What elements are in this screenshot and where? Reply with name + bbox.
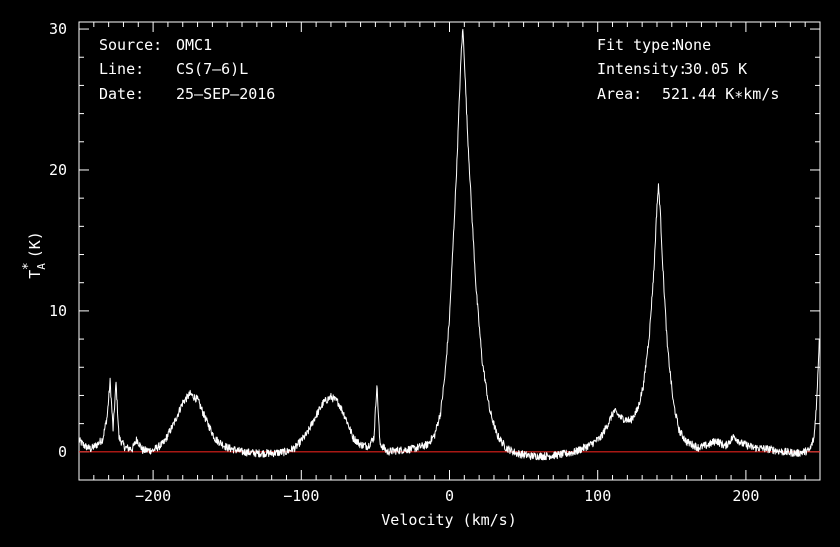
svg-text:TA*(K): TA* (K) bbox=[21, 231, 48, 279]
info-date-value: 25–SEP–2016 bbox=[176, 85, 275, 103]
y-axis-title: TA* (K) bbox=[21, 231, 48, 279]
y-axis-title-subscript: A bbox=[35, 263, 48, 270]
info-source-value: OMC1 bbox=[176, 36, 212, 54]
info-left: Source: OMC1 Line: CS(7–6)L Date: 25–SEP… bbox=[99, 36, 275, 103]
spectrum-series bbox=[78, 28, 820, 461]
x-tick-label: −200 bbox=[135, 487, 171, 505]
y-axis-title-superscript: * bbox=[21, 262, 36, 270]
y-tick-label: 0 bbox=[58, 443, 67, 461]
y-axis-title-main: T bbox=[26, 270, 44, 279]
info-fit-value: None bbox=[675, 36, 711, 54]
x-tick-label: 200 bbox=[732, 487, 759, 505]
y-tick-label: 30 bbox=[49, 20, 67, 38]
info-intensity-value: 30.05 K bbox=[684, 60, 747, 78]
info-area-value: 521.44 K∗km/s bbox=[662, 85, 779, 103]
info-area-label: Area: bbox=[597, 85, 642, 103]
x-axis-title: Velocity (km/s) bbox=[381, 511, 516, 529]
spectrum-line bbox=[78, 28, 820, 461]
y-axis-title-unit: (K) bbox=[26, 231, 44, 258]
y-tick-label: 10 bbox=[49, 302, 67, 320]
info-line-value: CS(7–6)L bbox=[176, 60, 248, 78]
info-line-label: Line: bbox=[99, 60, 144, 78]
x-tick-label: 0 bbox=[445, 487, 454, 505]
y-tick-label: 20 bbox=[49, 161, 67, 179]
x-tick-label: 100 bbox=[584, 487, 611, 505]
x-tick-label: −100 bbox=[283, 487, 319, 505]
info-fit-label: Fit type: bbox=[597, 36, 678, 54]
axis-tick-labels: −200 −100 0 100 200 0 10 20 30 bbox=[49, 20, 760, 505]
info-right: Fit type: None Intensity: 30.05 K Area: … bbox=[597, 36, 779, 103]
info-source-label: Source: bbox=[99, 36, 162, 54]
info-intensity-label: Intensity: bbox=[597, 60, 687, 78]
info-date-label: Date: bbox=[99, 85, 144, 103]
